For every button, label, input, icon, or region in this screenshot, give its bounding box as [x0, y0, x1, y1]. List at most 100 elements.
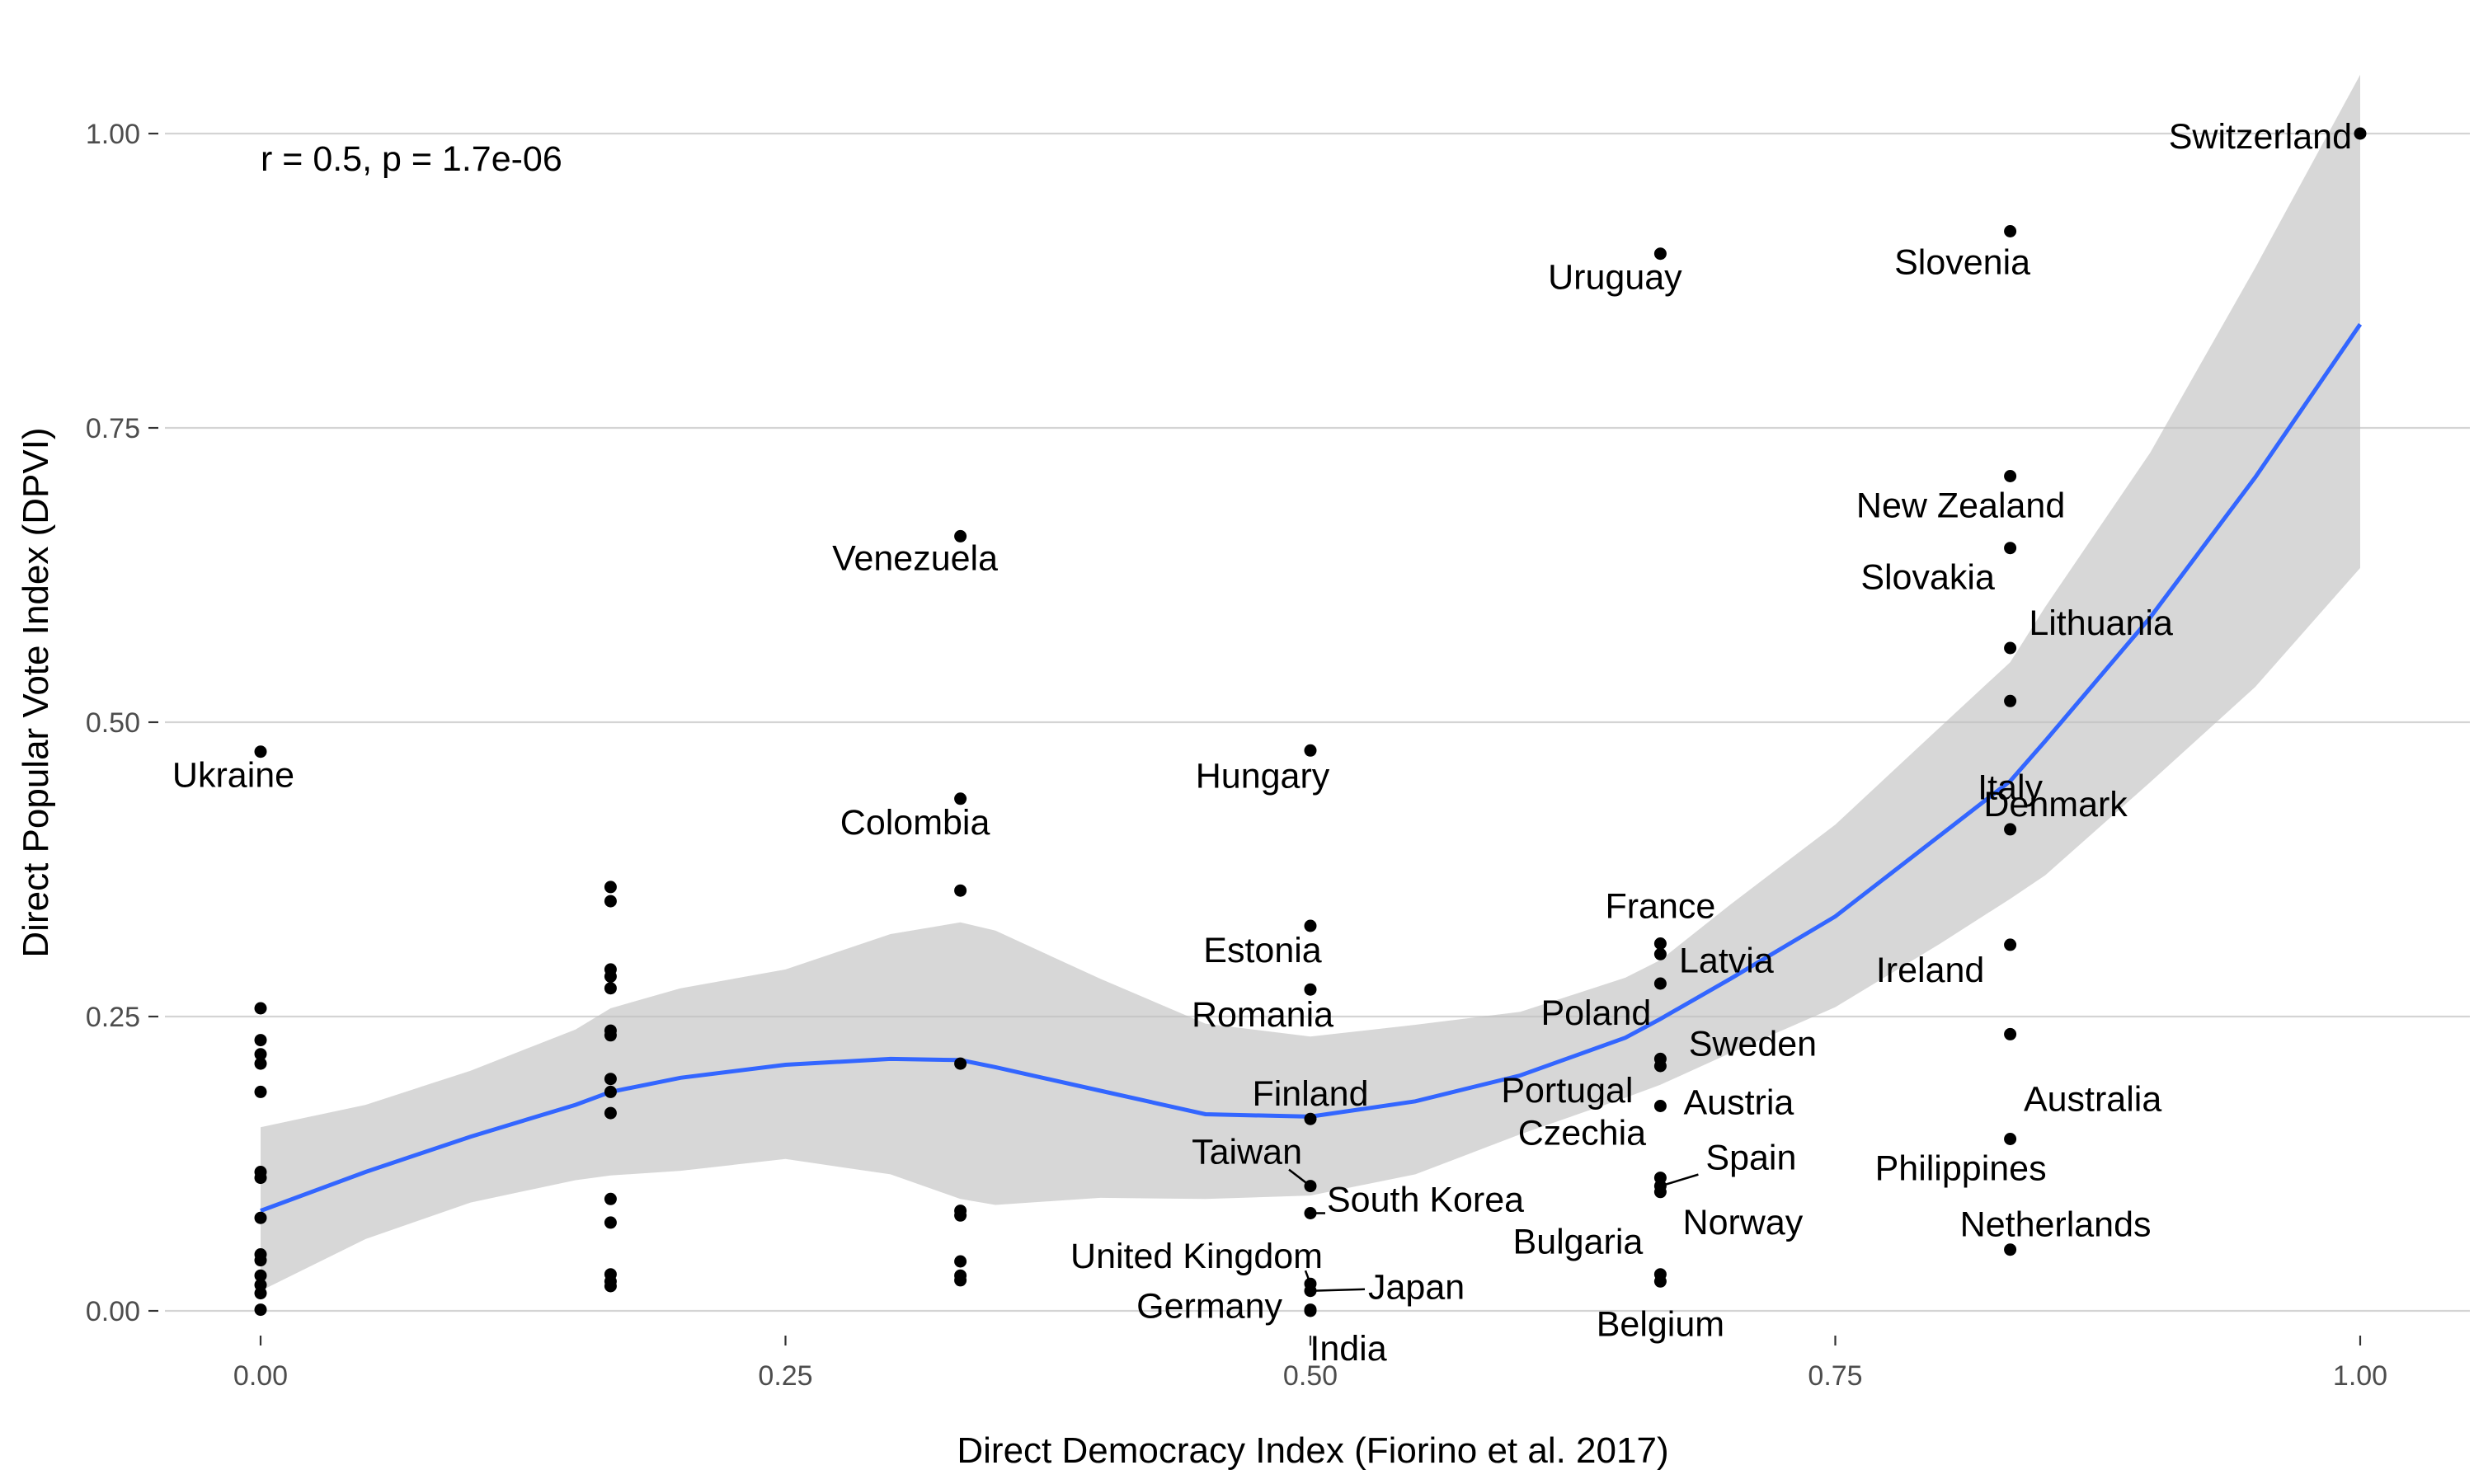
data-point-42 [1304, 1112, 1317, 1125]
point-label-belgium: Belgium [1597, 1304, 1724, 1344]
point-label-denmark: Denmark [1983, 785, 2128, 824]
y-tick-layer: 0.00 0.25 0.50 0.75 1.00 [86, 119, 158, 1327]
point-label-finland: Finland [1252, 1074, 1368, 1114]
data-point-64 [2004, 641, 2017, 655]
y-tick-label-3: 0.75 [86, 413, 140, 444]
data-point-51 [1653, 947, 1667, 960]
data-point-69 [2004, 1133, 2017, 1145]
point-label-taiwan: Taiwan [1192, 1133, 1302, 1172]
point-label-portugal: Portugal [1501, 1071, 1633, 1111]
data-point-65 [2004, 694, 2017, 707]
point-label-slovenia: Slovenia [1894, 243, 2030, 283]
point-label-venezuela: Venezuela [832, 538, 998, 578]
point-label-south-korea: South Korea [1327, 1181, 1524, 1220]
data-point-60 [1653, 1275, 1667, 1288]
data-point-49 [1653, 247, 1667, 261]
data-point-55 [1653, 1100, 1667, 1112]
data-point-21 [604, 1029, 617, 1042]
data-point-8 [254, 1211, 267, 1224]
data-point-2 [254, 1034, 267, 1047]
data-point-11 [254, 1269, 267, 1282]
data-point-38 [954, 1274, 967, 1287]
data-point-16 [604, 895, 617, 908]
point-label-uruguay: Uruguay [1548, 258, 1682, 298]
data-point-40 [1304, 919, 1317, 932]
point-label-latvia: Latvia [1679, 941, 1774, 980]
point-label-colombia: Colombia [840, 803, 990, 843]
point-label-italy: Italy [1978, 768, 2043, 807]
data-point-35 [954, 1209, 967, 1222]
data-point-44 [1304, 1207, 1317, 1219]
y-tick-label-1: 0.25 [86, 1002, 140, 1033]
point-label-japan: Japan [1368, 1268, 1465, 1308]
data-point-18 [604, 970, 617, 983]
data-point-70 [2004, 1243, 2017, 1256]
data-point-61 [2004, 225, 2017, 237]
data-point-25 [604, 1192, 617, 1205]
point-label-germany: Germany [1136, 1287, 1282, 1327]
data-point-1 [254, 1002, 267, 1015]
point-label-norway: Norway [1683, 1203, 1804, 1242]
data-point-26 [604, 1216, 617, 1229]
point-label-ireland: Ireland [1876, 951, 1984, 990]
leader-line-spain [1660, 1173, 1699, 1187]
point-label-layer: Ukraine Venezuela Colombia Hungary Estonia Ro… [172, 117, 2352, 1369]
data-point-10 [254, 1254, 267, 1267]
point-label-czechia: Czechia [1518, 1114, 1646, 1153]
data-point-68 [2004, 1027, 2017, 1040]
data-point-7 [254, 1172, 267, 1185]
point-label-lithuania: Lithuania [2029, 603, 2173, 643]
point-label-switzerland: Switzerland [2169, 117, 2352, 157]
x-tick-label-2: 0.50 [1283, 1360, 1338, 1392]
data-point-31 [954, 792, 967, 805]
leader-line-japan [1310, 1288, 1366, 1292]
point-label-united-kingdom: United Kingdom [1070, 1237, 1323, 1276]
x-tick-label-1: 0.25 [758, 1360, 812, 1392]
point-label-hungary: Hungary [1196, 756, 1330, 796]
confidence-band [261, 74, 2360, 1291]
x-axis-title: Direct Democracy Index (Fiorino et al. 2… [957, 1430, 1668, 1471]
point-label-netherlands: Netherlands [1960, 1205, 2152, 1245]
y-axis-title: Direct Popular Vote Index (DPVI) [16, 427, 56, 957]
data-point-43 [1304, 1180, 1317, 1193]
point-label-australia: Australia [2024, 1079, 2161, 1119]
data-point-32 [954, 884, 967, 897]
point-label-slovakia: Slovakia [1860, 558, 1995, 598]
data-point-13 [254, 1287, 267, 1300]
y-tick-label-4: 1.00 [86, 119, 140, 150]
data-point-4 [254, 1057, 267, 1070]
data-point-5 [254, 1085, 267, 1098]
data-point-3 [254, 1048, 267, 1061]
data-point-46 [1304, 1284, 1317, 1298]
data-point-29 [604, 1280, 617, 1293]
data-point-41 [1304, 983, 1317, 996]
x-tick-label-0: 0.00 [233, 1360, 288, 1392]
data-point-30 [954, 529, 967, 542]
data-point-24 [604, 1106, 617, 1120]
data-point-50 [1653, 937, 1667, 950]
data-point-71 [2354, 127, 2367, 140]
point-label-philippines: Philippines [1875, 1149, 2047, 1189]
data-point-36 [954, 1255, 967, 1268]
data-point-0 [254, 745, 267, 758]
data-point-62 [2004, 470, 2017, 482]
confidence-band-layer [261, 74, 2360, 1291]
data-point-23 [604, 1085, 617, 1098]
point-label-poland: Poland [1540, 993, 1651, 1033]
data-point-67 [2004, 938, 2017, 951]
data-point-48 [1304, 1304, 1317, 1317]
point-layer [254, 127, 2367, 1317]
data-point-15 [604, 881, 617, 894]
grid-layer [165, 132, 2470, 1313]
point-label-india: India [1310, 1329, 1386, 1369]
data-point-54 [1653, 1059, 1667, 1073]
y-tick-label-0: 0.00 [86, 1296, 140, 1327]
correlation-annotation: r = 0.5, p = 1.7e-06 [261, 139, 562, 179]
data-point-39 [1304, 744, 1317, 757]
data-point-66 [2004, 823, 2017, 836]
point-label-ukraine: Ukraine [172, 756, 294, 796]
data-point-63 [2004, 542, 2017, 555]
point-label-sweden: Sweden [1689, 1024, 1817, 1064]
